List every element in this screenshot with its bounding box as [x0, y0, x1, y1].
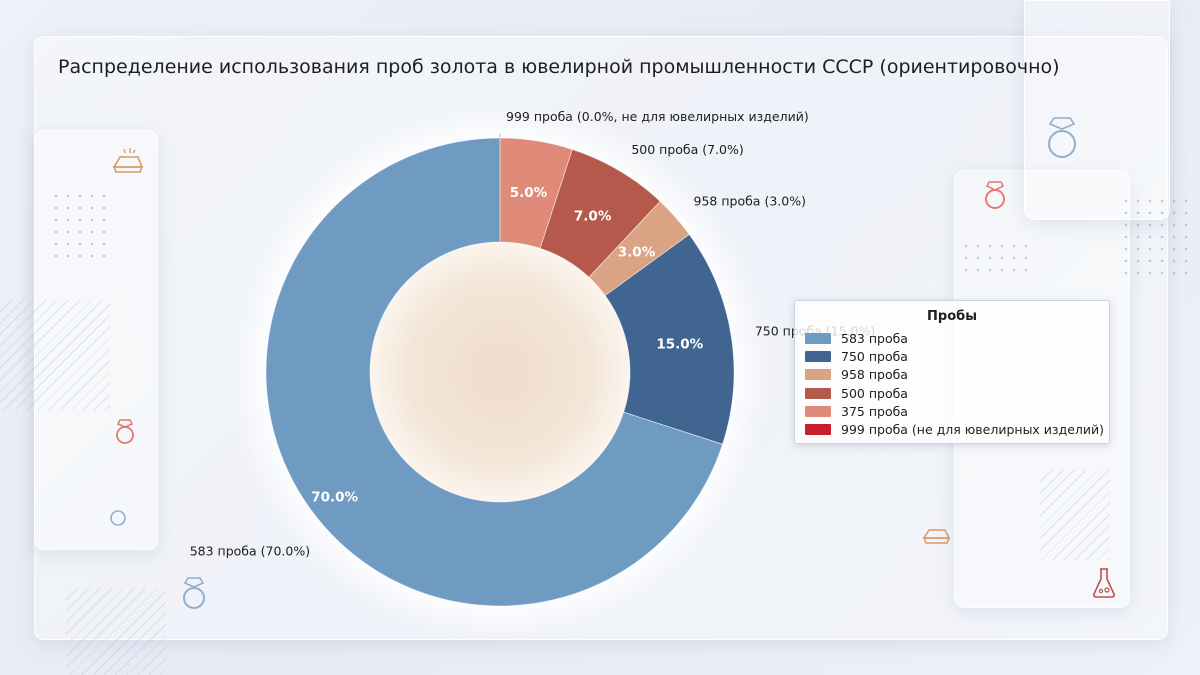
slice-outer-label: 999 проба (0.0%, не для ювелирных издели…	[506, 109, 809, 124]
legend-label: 750 проба	[841, 348, 908, 364]
legend-swatch	[805, 369, 831, 381]
legend-label: 958 проба	[841, 367, 908, 383]
legend-swatch	[805, 350, 831, 362]
circle-icon	[110, 510, 126, 526]
slice-outer-label: 583 проба (70.0%)	[190, 543, 310, 558]
legend-label: 500 проба	[841, 385, 908, 401]
ring-icon	[116, 419, 134, 444]
legend-item: 500 проба	[795, 384, 1109, 402]
decor-dots	[960, 240, 1030, 280]
ring-icon	[985, 181, 1005, 209]
legend-label: 375 проба	[841, 403, 908, 419]
slice-outer-label: 958 проба (3.0%)	[694, 193, 806, 208]
slice-value-label: 3.0%	[618, 245, 656, 261]
legend-swatch	[805, 387, 831, 399]
donut-hole	[370, 242, 630, 502]
flask-icon	[1093, 568, 1115, 598]
ring-icon	[183, 577, 205, 609]
decor-hatch	[66, 588, 166, 675]
legend-item: 750 проба	[795, 347, 1109, 365]
legend-item: 375 проба	[795, 402, 1109, 420]
decor-dots	[1120, 195, 1190, 275]
legend-label: 583 проба	[841, 330, 908, 346]
legend-item: 583 проба	[795, 329, 1109, 347]
slice-outer-label: 500 проба (7.0%)	[631, 142, 743, 157]
slice-value-label: 7.0%	[574, 208, 612, 224]
legend-swatch	[805, 405, 831, 417]
gold-bar-icon	[922, 529, 951, 544]
gold-bar-icon	[112, 148, 144, 173]
decor-dots	[50, 190, 110, 260]
slice-value-label: 5.0%	[510, 185, 548, 201]
legend-swatch	[805, 332, 831, 344]
legend-title: Пробы	[927, 309, 977, 324]
decor-hatch	[1040, 470, 1110, 560]
slice-value-label: 15.0%	[656, 337, 703, 353]
legend-item: 958 проба	[795, 366, 1109, 384]
slice-value-label: 70.0%	[311, 490, 358, 506]
legend: Пробы 583 проба 750 проба 958 проба 500 про…	[794, 300, 1110, 444]
ring-icon	[1048, 117, 1076, 158]
decor-panel-top-right	[1024, 0, 1170, 220]
legend-item: 999 проба (не для ювелирных изделий)	[795, 420, 1109, 438]
decor-hatch	[0, 300, 110, 410]
legend-swatch	[805, 424, 831, 436]
chart-title: Распределение использования проб золота …	[58, 56, 1060, 78]
legend-label: 999 проба (не для ювелирных изделий)	[841, 422, 1105, 438]
